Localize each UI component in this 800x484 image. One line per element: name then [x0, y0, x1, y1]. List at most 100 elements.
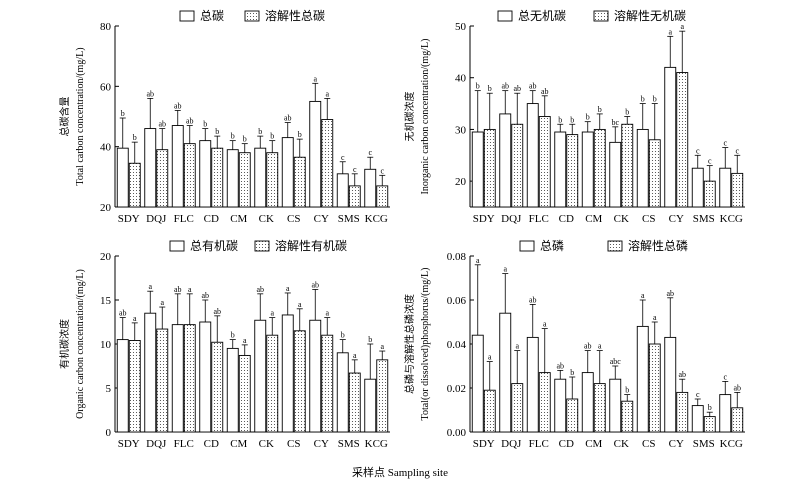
- bar-total: [144, 312, 157, 433]
- y-axis-label-cn: 总碳含量: [58, 97, 71, 137]
- legend-swatch-total: [169, 240, 185, 252]
- significance-label: ab: [284, 114, 292, 123]
- bar-dissolved: [621, 123, 634, 208]
- significance-label: ab: [213, 307, 221, 316]
- x-tick-label: CS: [642, 213, 655, 225]
- significance-label: b: [476, 82, 480, 91]
- bar-dissolved: [266, 334, 279, 433]
- significance-label: ab: [556, 361, 564, 370]
- significance-label: ab: [529, 82, 537, 91]
- bar-dissolved: [566, 134, 579, 208]
- x-tick-label: SDY: [118, 438, 140, 450]
- x-tick-label: CM: [230, 438, 247, 450]
- y-axis-label-cn: 有机碳浓度: [58, 319, 71, 369]
- x-tick-label: DQJ: [146, 213, 167, 225]
- significance-label: a: [325, 309, 329, 318]
- significance-label: b: [231, 132, 235, 141]
- bar-dissolved: [321, 334, 334, 433]
- bar-dissolved: [648, 343, 661, 433]
- significance-label: b: [341, 331, 345, 340]
- bar-total: [581, 372, 594, 433]
- significance-label: b: [298, 130, 302, 139]
- significance-label: c: [735, 146, 739, 155]
- bar-total: [554, 131, 567, 208]
- bar-total: [526, 103, 539, 208]
- bar-dissolved: [676, 72, 689, 208]
- bar-total: [281, 137, 294, 208]
- bar-total: [636, 325, 649, 433]
- legend-label: 总有机碳: [190, 239, 238, 253]
- significance-label: ab: [174, 285, 182, 294]
- significance-label: a: [325, 89, 329, 98]
- legend-label: 溶解性有机碳: [275, 238, 347, 253]
- significance-label: ab: [513, 84, 521, 93]
- y-tick-label: 80: [100, 21, 112, 33]
- x-tick-label: FLC: [529, 438, 549, 450]
- bar-total: [664, 66, 677, 208]
- significance-label: b: [133, 133, 137, 142]
- bar-dissolved: [621, 400, 634, 433]
- significance-label: b: [598, 105, 602, 114]
- bar-dissolved: [211, 147, 224, 208]
- significance-label: a: [270, 309, 274, 318]
- x-tick-label: CM: [230, 213, 247, 225]
- bar-total: [144, 128, 157, 208]
- bar-total: [116, 147, 129, 208]
- bar-dissolved: [483, 389, 496, 433]
- significance-label: a: [503, 265, 507, 274]
- bar-dissolved: [156, 149, 169, 208]
- bar-total: [364, 168, 377, 208]
- bar-total: [226, 347, 239, 433]
- x-tick-label: CK: [259, 438, 274, 450]
- significance-label: bc: [611, 118, 619, 127]
- legend-label: 溶解性总碳: [265, 8, 325, 23]
- bar-total: [664, 336, 677, 433]
- significance-label: ab: [501, 82, 509, 91]
- y-tick-label: 0.06: [447, 295, 467, 307]
- x-tick-label: DQJ: [146, 438, 167, 450]
- bar-total: [526, 336, 539, 433]
- legend-label: 溶解性无机碳: [614, 8, 686, 23]
- significance-label: a: [476, 256, 480, 265]
- bar-total: [254, 319, 267, 433]
- x-tick-label: CY: [669, 213, 684, 225]
- legend-swatch-total: [519, 240, 535, 252]
- bar-dissolved: [128, 162, 141, 208]
- significance-label: ab: [666, 289, 674, 298]
- significance-label: ab: [584, 342, 592, 351]
- significance-label: a: [133, 314, 137, 323]
- significance-label: a: [680, 22, 684, 31]
- y-axis-label-cn: 总磷与溶解性总磷浓度: [403, 294, 416, 394]
- bar-dissolved: [183, 324, 196, 433]
- bar-dissolved: [293, 156, 306, 208]
- legend-label: 总碳: [200, 9, 224, 23]
- panel-total-carbon: 20 40 60 80 总碳含量 Total carbon concentration/(…: [58, 8, 390, 225]
- bar-total: [691, 405, 704, 433]
- significance-label: a: [653, 313, 657, 322]
- bar-total: [199, 140, 212, 208]
- y-tick-label: 40: [100, 142, 112, 154]
- bar-total: [554, 378, 567, 433]
- x-tick-label: FLC: [529, 213, 549, 225]
- x-tick-label: CS: [287, 213, 300, 225]
- legend-label: 总磷: [540, 238, 564, 253]
- y-tick-label: 0.04: [447, 339, 467, 351]
- y-tick-label: 50: [455, 21, 467, 33]
- significance-label: c: [368, 148, 372, 157]
- x-tick-label: DQJ: [501, 213, 522, 225]
- significance-label: b: [270, 132, 274, 141]
- significance-label: a: [148, 282, 152, 291]
- x-tick-label: FLC: [174, 438, 194, 450]
- legend-swatch-dissolved: [593, 10, 609, 22]
- x-tick-label: CM: [585, 213, 602, 225]
- significance-label: ab: [529, 295, 537, 304]
- bar-total: [336, 352, 349, 433]
- bar-total: [364, 378, 377, 433]
- bar-total: [116, 339, 129, 433]
- bar-dissolved: [538, 116, 551, 208]
- y-tick-label: 0: [106, 427, 112, 439]
- y-axis-label-en: Total(or dissolved)phosphorus/(mg/L): [420, 268, 431, 421]
- x-tick-label: CD: [559, 213, 574, 225]
- significance-label: c: [723, 139, 727, 148]
